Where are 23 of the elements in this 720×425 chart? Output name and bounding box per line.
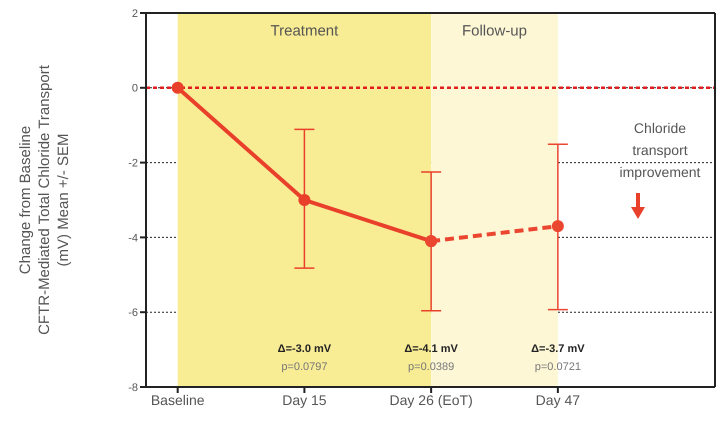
- point: [552, 220, 564, 232]
- y-tick-label: 0: [132, 82, 138, 95]
- y-tick-label: -8: [128, 382, 138, 394]
- y-tick-label: -4: [128, 232, 138, 244]
- point: [172, 82, 184, 94]
- annotation: Δ=-4.1 mV: [403, 342, 459, 356]
- y-tick-label: 2: [132, 8, 138, 20]
- annotation: p=0.0797: [280, 360, 328, 374]
- x-tick-label: Day 26 (EoT): [390, 392, 473, 408]
- annotation: p=0.0389: [407, 360, 456, 374]
- x-tick-label: Day 47: [536, 392, 580, 408]
- annotation: Chloride transport improvement: [618, 119, 702, 182]
- point: [298, 194, 310, 206]
- x-tick-label: Day 15: [282, 392, 327, 408]
- x-tick-label: Baseline: [150, 392, 205, 408]
- band-label: Follow-up: [462, 22, 528, 40]
- y-tick-label: -2: [128, 158, 138, 170]
- annotation: Δ=-3.0 mV: [276, 342, 332, 356]
- y-axis-title: Change from Baseline CFTR-Mediated Total Chloride Transport (mV) Mean +/- SEM: [17, 64, 72, 335]
- annotation: p=0.0721: [534, 360, 582, 374]
- band-label: Treatment: [270, 22, 340, 40]
- annotation: Δ=-3.7 mV: [530, 342, 586, 356]
- y-tick-label: -6: [128, 307, 138, 320]
